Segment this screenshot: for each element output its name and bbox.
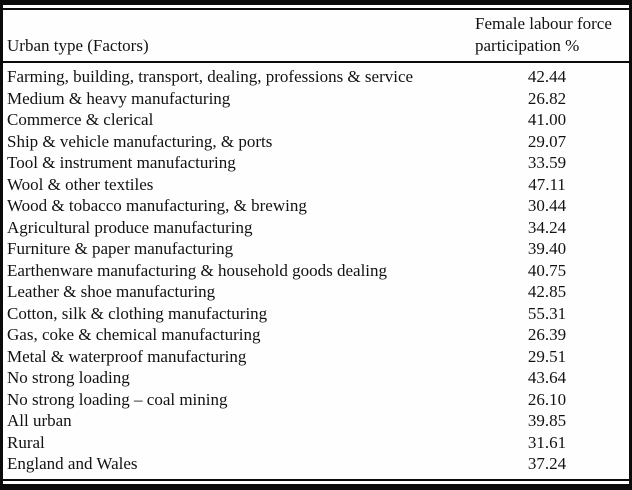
table-rows: Farming, building, transport, dealing, p… xyxy=(3,63,629,479)
table-row: Tool & instrument manufacturing 33.59 xyxy=(3,152,629,174)
table-row: Medium & heavy manufacturing 26.82 xyxy=(3,88,629,110)
row-label: Cotton, silk & clothing manufacturing xyxy=(7,303,268,323)
row-label: No strong loading – coal mining xyxy=(7,389,228,409)
row-label: Metal & waterproof manufacturing xyxy=(7,346,247,366)
table-row: Wood & tobacco manufacturing, & brewing … xyxy=(3,195,629,217)
row-value: 55.31 xyxy=(527,303,567,323)
row-label: Tool & instrument manufacturing xyxy=(7,153,236,172)
row-value: 39.40 xyxy=(527,239,567,258)
row-label: Medium & heavy manufacturing xyxy=(7,88,231,108)
row-value: 47.11 xyxy=(528,174,566,194)
row-label: Furniture & paper manufacturing xyxy=(7,239,234,258)
table-row: No strong loading – coal mining 26.10 xyxy=(3,389,629,411)
table-row: Commerce & clerical 41.00 xyxy=(3,109,629,131)
column-header-value-line1: Female labour force xyxy=(475,14,612,33)
row-label: Ship & vehicle manufacturing, & ports xyxy=(7,131,273,151)
row-value: 41.00 xyxy=(527,110,567,129)
row-label: Wool & other textiles xyxy=(7,174,154,194)
column-header-value: Female labour force participation % xyxy=(475,13,629,57)
row-value: 34.24 xyxy=(527,217,567,237)
row-value: 29.51 xyxy=(527,346,567,366)
row-label: England and Wales xyxy=(7,454,138,473)
row-label: All urban xyxy=(7,411,72,430)
table-row: Gas, coke & chemical manufacturing 26.39 xyxy=(3,324,629,346)
table-row: Wool & other textiles 47.11 xyxy=(3,174,629,196)
row-value: 26.10 xyxy=(527,389,567,409)
row-value: 29.07 xyxy=(527,131,567,151)
row-value: 42.85 xyxy=(527,282,567,301)
column-header-factor: Urban type (Factors) xyxy=(7,36,149,55)
row-value: 26.82 xyxy=(527,88,567,108)
table-row: England and Wales 37.24 xyxy=(3,453,629,475)
table-row: Ship & vehicle manufacturing, & ports 29… xyxy=(3,131,629,153)
row-value: 31.61 xyxy=(527,432,567,452)
table-row: Farming, building, transport, dealing, p… xyxy=(3,66,629,88)
row-label: No strong loading xyxy=(7,368,130,387)
row-value: 40.75 xyxy=(527,260,567,280)
row-label: Gas, coke & chemical manufacturing xyxy=(7,325,261,344)
row-label: Commerce & clerical xyxy=(7,110,154,129)
table-row: Rural 31.61 xyxy=(3,432,629,454)
row-label: Agricultural produce manufacturing xyxy=(7,217,253,237)
row-label: Rural xyxy=(7,432,45,452)
row-value: 30.44 xyxy=(527,196,567,215)
row-value: 37.24 xyxy=(527,454,567,473)
table-row: All urban 39.85 xyxy=(3,410,629,432)
row-label: Farming, building, transport, dealing, p… xyxy=(7,67,414,86)
table-row: Metal & waterproof manufacturing 29.51 xyxy=(3,346,629,368)
table-row: Leather & shoe manufacturing 42.85 xyxy=(3,281,629,303)
row-value: 39.85 xyxy=(527,411,567,430)
table-row: Earthenware manufacturing & household go… xyxy=(3,260,629,282)
table-row: Cotton, silk & clothing manufacturing 55… xyxy=(3,303,629,325)
table-row: Furniture & paper manufacturing 39.40 xyxy=(3,238,629,260)
table-row: No strong loading 43.64 xyxy=(3,367,629,389)
table-frame: Urban type (Factors) Female labour force… xyxy=(3,8,629,481)
row-label: Earthenware manufacturing & household go… xyxy=(7,260,388,280)
row-value: 33.59 xyxy=(527,153,567,172)
row-value: 43.64 xyxy=(527,368,567,387)
table-header: Urban type (Factors) Female labour force… xyxy=(3,10,629,63)
row-label: Wood & tobacco manufacturing, & brewing xyxy=(7,196,307,215)
table-row: Agricultural produce manufacturing 34.24 xyxy=(3,217,629,239)
column-header-value-line2: participation % xyxy=(475,36,580,55)
row-label: Leather & shoe manufacturing xyxy=(7,282,216,301)
row-value: 26.39 xyxy=(527,325,567,344)
row-value: 42.44 xyxy=(527,67,567,86)
